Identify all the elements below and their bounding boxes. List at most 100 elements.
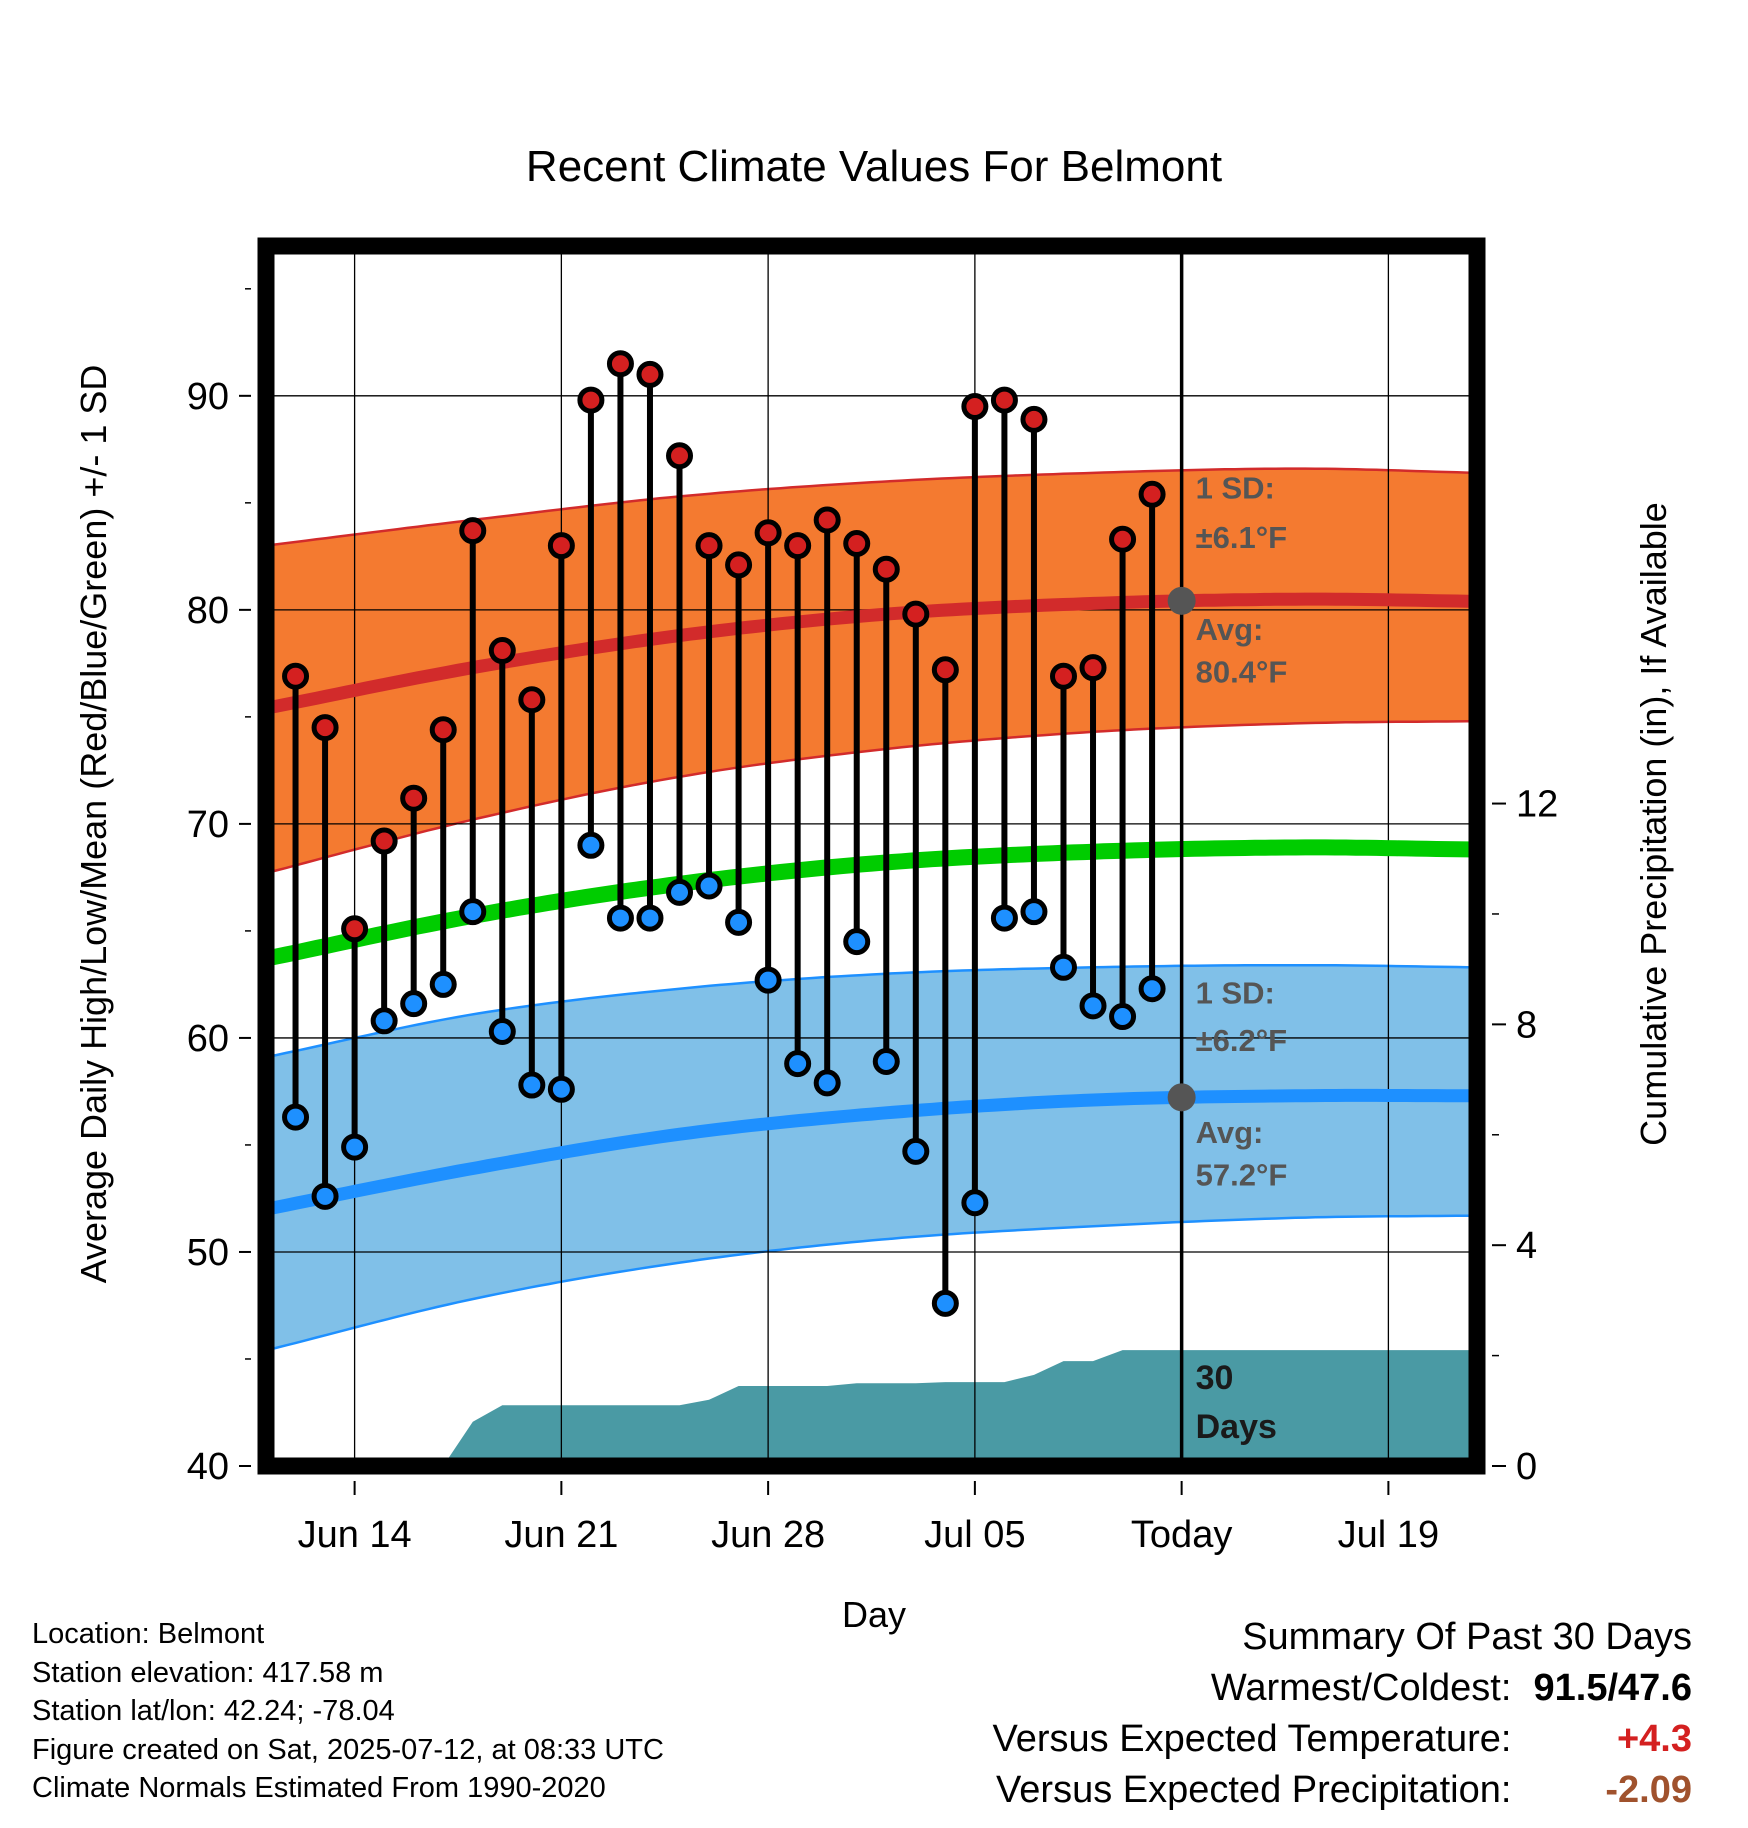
daily-high-marker (695, 532, 723, 560)
daily-low-marker (1049, 953, 1077, 981)
elevation-text: Station elevation: 417.58 m (32, 1656, 384, 1689)
daily-low-marker (429, 970, 457, 998)
x-tick-label: Jun 21 (504, 1514, 618, 1556)
daily-low-marker (311, 1182, 339, 1210)
station-info: Location: Belmont Station elevation: 417… (32, 1615, 664, 1808)
daily-high-marker (636, 360, 664, 388)
daily-low-marker (636, 904, 664, 932)
daily-high-marker (1079, 654, 1107, 682)
daily-high-marker (606, 350, 634, 378)
high-sd-band (266, 468, 1477, 874)
today-low-avg-dot (1167, 1083, 1196, 1112)
plot-clipped-layer (266, 246, 1477, 1466)
daily-high-marker (400, 784, 428, 812)
precip-days-count: 30 (1196, 1359, 1234, 1397)
extremes-label: Warmest/Coldest: (1210, 1667, 1512, 1709)
precip-area (413, 1350, 1477, 1466)
plot-frame (257, 237, 1486, 1475)
extremes-value: 91.5/47.6 (1533, 1667, 1692, 1709)
daily-high-marker (990, 386, 1018, 414)
temp-value: +4.3 (1616, 1718, 1692, 1760)
y-axis-label: Average Daily High/Low/Mean (Red/Blue/Gr… (73, 365, 114, 1284)
x-tick-label: Today (1131, 1514, 1232, 1556)
low-normal-line (266, 1088, 1477, 1216)
high-avg-value: 80.4°F (1196, 655, 1288, 690)
low-sd-lower-edge (266, 1214, 1477, 1352)
precip-label: Versus Expected Precipitation: (996, 1769, 1512, 1811)
daily-low-marker (990, 904, 1018, 932)
daily-high-marker (341, 915, 369, 943)
low-sd-title: 1 SD: (1196, 976, 1275, 1011)
daily-high-marker (1109, 525, 1137, 553)
low-avg-title: Avg: (1196, 1115, 1264, 1150)
daily-low-marker (1109, 1003, 1137, 1031)
daily-high-marker (1138, 480, 1166, 508)
y2-tick-label: 4 (1516, 1225, 1537, 1267)
daily-low-marker (282, 1103, 310, 1131)
daily-low-marker (754, 966, 782, 994)
summary-panel: Summary Of Past 30 Days Warmest/Coldest:… (993, 1612, 1692, 1816)
daily-high-marker (459, 517, 487, 545)
daily-low-marker (784, 1050, 812, 1078)
low-sd-upper-edge (266, 963, 1477, 1059)
x-tick-label: Jun 28 (711, 1514, 825, 1556)
daily-low-marker (931, 1289, 959, 1317)
y-tick-label: 40 (187, 1446, 229, 1488)
created-text: Figure created on Sat, 2025-07-12, at 08… (32, 1733, 664, 1766)
daily-high-marker (370, 827, 398, 855)
daily-high-marker (547, 532, 575, 560)
daily-low-marker (341, 1133, 369, 1161)
low-sd-band (266, 965, 1477, 1351)
y2-axis-label: Cumulative Precipitation (in), If Availa… (1633, 502, 1674, 1146)
daily-low-marker (872, 1047, 900, 1075)
daily-low-marker (961, 1189, 989, 1217)
daily-high-marker (666, 442, 694, 470)
summary-temp: Versus Expected Temperature: +4.3 (993, 1714, 1692, 1765)
daily-high-marker (902, 600, 930, 628)
daily-low-marker (459, 898, 487, 926)
daily-high-marker (843, 530, 871, 558)
daily-high-marker (577, 386, 605, 414)
daily-high-marker (872, 555, 900, 583)
y2-tick-label: 12 (1516, 784, 1558, 826)
precip-days-label: Days (1196, 1408, 1277, 1446)
x-tick-label: Jul 05 (924, 1514, 1025, 1556)
daily-high-marker (784, 532, 812, 560)
y-tick-label: 90 (187, 376, 229, 418)
y-tick-label: 70 (187, 804, 229, 846)
daily-low-marker (518, 1071, 546, 1099)
daily-low-marker (695, 872, 723, 900)
x-tick-label: Jun 14 (298, 1514, 412, 1556)
plot-area: 1 SD: ±6.1°F Avg: 80.4°F 1 SD: ±6.2°F Avg: 57.2… (187, 237, 1558, 1556)
x-axis-label: Day (842, 1594, 906, 1635)
daily-low-marker (370, 1007, 398, 1035)
daily-low-marker (606, 904, 634, 932)
summary-precip: Versus Expected Precipitation: -2.09 (993, 1765, 1692, 1816)
daily-high-marker (931, 656, 959, 684)
daily-high-marker (518, 686, 546, 714)
low-sd-value: ±6.2°F (1196, 1023, 1287, 1058)
daily-low-marker (725, 908, 753, 936)
high-sd-title: 1 SD: (1196, 471, 1275, 506)
daily-low-marker (1020, 898, 1048, 926)
precip-value: -2.09 (1605, 1769, 1692, 1811)
location-text: Location: Belmont (32, 1618, 265, 1650)
daily-high-marker (1049, 662, 1077, 690)
today-high-avg-dot (1167, 586, 1196, 615)
daily-high-marker (429, 716, 457, 744)
mean-normal-line (266, 839, 1477, 967)
daily-low-marker (1138, 975, 1166, 1003)
y-tick-label: 80 (187, 590, 229, 632)
y-tick-label: 60 (187, 1018, 229, 1060)
temp-label: Versus Expected Temperature: (992, 1718, 1512, 1760)
daily-low-marker (813, 1069, 841, 1097)
daily-low-marker (577, 831, 605, 859)
high-sd-value: ±6.1°F (1196, 520, 1287, 555)
latlon-text: Station lat/lon: 42.24; -78.04 (32, 1695, 395, 1727)
y2-tick-label: 8 (1516, 1004, 1537, 1046)
y-tick-label: 50 (187, 1232, 229, 1274)
y2-tick-label: 0 (1516, 1446, 1537, 1488)
summary-heading: Summary Of Past 30 Days (1242, 1616, 1692, 1658)
high-avg-title: Avg: (1196, 612, 1264, 647)
